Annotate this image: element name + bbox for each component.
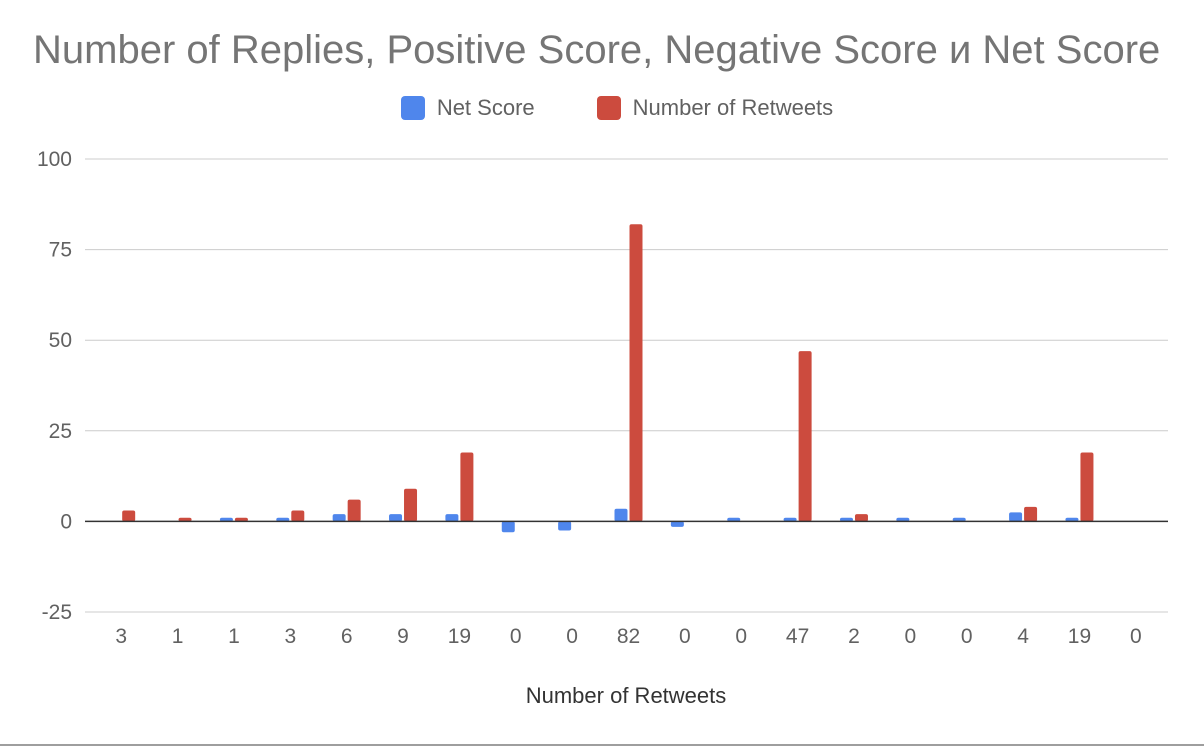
x-tick-label: 1 [228, 625, 240, 648]
legend-swatch-net-score [400, 96, 425, 120]
bar-number-of-retweets[interactable] [234, 517, 248, 522]
y-tick-label: 100 [37, 148, 72, 171]
x-tick-label: 6 [341, 625, 353, 648]
chart-title: Number of Replies, Positive Score, Negat… [33, 28, 1161, 72]
bar-number-of-retweets[interactable] [347, 499, 361, 522]
x-tick-label: 0 [1130, 625, 1142, 648]
bar-net-score[interactable] [783, 517, 797, 522]
y-tick-label: 0 [60, 510, 72, 533]
x-tick-label: 0 [904, 625, 916, 648]
x-tick-label: 0 [961, 625, 973, 648]
bar-number-of-retweets[interactable] [798, 351, 812, 522]
x-tick-label: 0 [510, 625, 522, 648]
x-tick-label: 3 [284, 625, 296, 648]
bar-number-of-retweets[interactable] [460, 452, 474, 522]
x-tick-label: 19 [448, 625, 471, 648]
bar-number-of-retweets[interactable] [291, 510, 305, 522]
bottom-rule [0, 744, 1204, 746]
bar-net-score[interactable] [1009, 512, 1023, 522]
bar-net-score[interactable] [332, 514, 346, 522]
bar-net-score[interactable] [558, 521, 572, 531]
bar-net-score[interactable] [952, 517, 966, 522]
y-tick-label: 75 [49, 239, 72, 262]
bar-number-of-retweets[interactable] [122, 510, 136, 522]
legend-label-net-score: Net Score [436, 95, 535, 120]
legend-item-net-score[interactable]: Net Score [400, 95, 535, 121]
bar-net-score[interactable] [1065, 517, 1079, 522]
y-tick-label: 25 [49, 420, 72, 443]
legend-label-number-of-retweets: Number of Retweets [632, 95, 834, 120]
y-tick-label: -25 [42, 601, 72, 624]
legend-swatch-number-of-retweets [596, 96, 621, 120]
x-tick-label: 82 [617, 625, 640, 648]
bar-net-score[interactable] [276, 517, 290, 522]
x-tick-label: 47 [786, 625, 809, 648]
bar-net-score[interactable] [219, 517, 233, 522]
x-axis-label: Number of Retweets [526, 683, 727, 708]
bar-number-of-retweets[interactable] [1024, 506, 1038, 522]
bar-number-of-retweets[interactable] [629, 224, 643, 522]
x-tick-label: 9 [397, 625, 409, 648]
x-tick-label: 0 [735, 625, 747, 648]
bar-net-score[interactable] [896, 517, 910, 522]
x-tick-label: 2 [848, 625, 860, 648]
bar-net-score[interactable] [670, 521, 684, 527]
x-tick-label: 0 [679, 625, 691, 648]
bar-net-score[interactable] [839, 517, 853, 522]
x-tick-label: 4 [1017, 625, 1029, 648]
bar-net-score[interactable] [501, 521, 515, 533]
x-tick-label: 19 [1068, 625, 1091, 648]
legend: Net Score Number of Retweets [0, 95, 1204, 121]
bar-number-of-retweets[interactable] [178, 517, 192, 522]
bar-net-score[interactable] [445, 514, 459, 522]
x-tick-label: 1 [172, 625, 184, 648]
bar-number-of-retweets[interactable] [404, 488, 418, 522]
bar-number-of-retweets[interactable] [1080, 452, 1094, 522]
y-tick-label: 50 [49, 329, 72, 352]
bar-net-score[interactable] [614, 508, 628, 522]
x-tick-label: 0 [566, 625, 578, 648]
bar-net-score[interactable] [727, 517, 741, 522]
bar-number-of-retweets[interactable] [854, 514, 868, 522]
legend-item-number-of-retweets[interactable]: Number of Retweets [596, 95, 834, 121]
bar-net-score[interactable] [389, 514, 403, 522]
x-tick-label: 3 [115, 625, 127, 648]
